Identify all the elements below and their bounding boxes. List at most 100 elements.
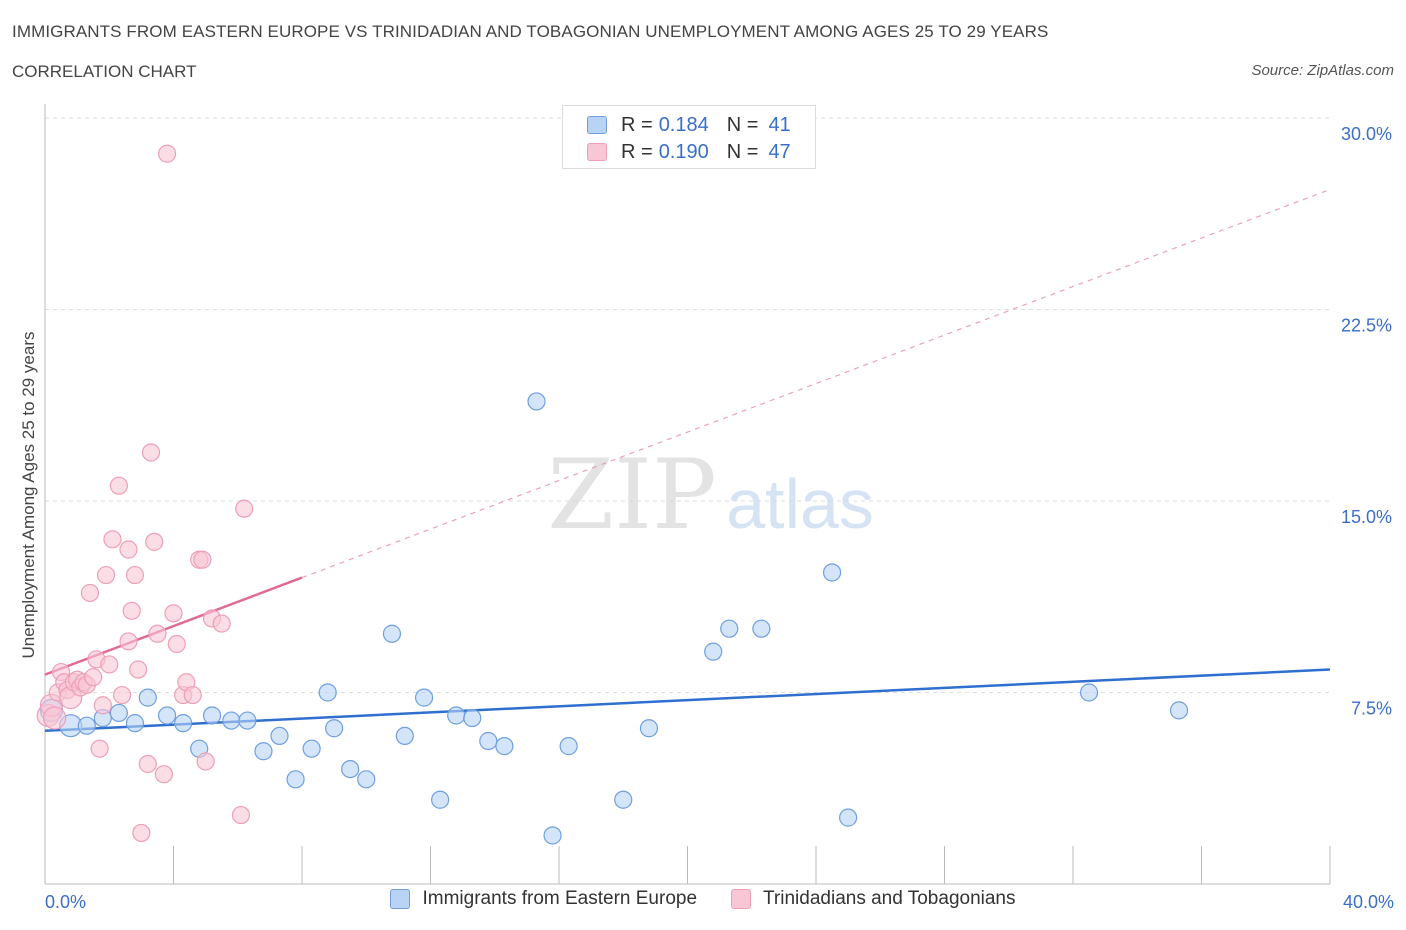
legend-label: Trinidadians and Tobagonians	[763, 888, 1016, 909]
data-points	[36, 144, 1189, 845]
point-trinidadian	[109, 476, 128, 495]
legend-item-eastern-europe: Immigrants from Eastern Europe	[390, 888, 697, 910]
point-trinidadian	[100, 655, 119, 674]
x-tick-label: 0.0%	[45, 892, 86, 912]
point-trinidadian	[148, 624, 167, 643]
point-trinidadian	[167, 634, 186, 654]
trend-line-eastern-europe	[44, 668, 1331, 733]
point-trinidadian	[119, 632, 138, 651]
point-trinidadian	[129, 660, 148, 679]
y-axis-label: Unemployment Among Ages 25 to 29 years	[19, 332, 38, 659]
chart-subtitle: CORRELATION CHART	[12, 62, 197, 81]
point-eastern-europe	[77, 716, 96, 735]
point-trinidadian	[132, 823, 151, 843]
point-eastern-europe	[382, 624, 402, 643]
point-eastern-europe	[357, 770, 376, 789]
point-eastern-europe	[1169, 701, 1189, 720]
point-trinidadian	[125, 565, 145, 585]
point-trinidadian	[93, 696, 112, 715]
point-eastern-europe	[138, 688, 157, 707]
point-eastern-europe	[1079, 683, 1099, 702]
point-trinidadian	[145, 532, 164, 551]
point-trinidadian	[235, 499, 254, 518]
point-trinidadian	[103, 530, 122, 549]
watermark-atlas: atlas	[726, 465, 874, 543]
legend-n-value: 41	[768, 113, 791, 136]
point-trinidadian	[164, 604, 183, 623]
legend-swatch-blue	[390, 889, 411, 909]
point-eastern-europe	[639, 719, 659, 738]
point-trinidadian	[112, 685, 132, 705]
legend-label: Immigrants from Eastern Europe	[422, 888, 698, 909]
point-eastern-europe	[431, 790, 450, 809]
axes	[44, 104, 1331, 885]
legend-r-label: R =	[621, 113, 653, 136]
point-eastern-europe	[325, 719, 344, 738]
point-eastern-europe	[463, 708, 482, 728]
point-trinidadian	[80, 583, 100, 603]
stats-legend: R = 0.184 N = 41 R = 0.190 N = 47	[562, 105, 816, 169]
point-trinidadian	[138, 754, 157, 774]
point-eastern-europe	[174, 714, 193, 733]
point-eastern-europe	[318, 683, 337, 702]
legend-n-value: 47	[768, 140, 791, 163]
point-trinidadian	[154, 765, 173, 784]
point-trinidadian	[157, 144, 177, 163]
point-trinidadian	[212, 614, 231, 633]
watermark-zip: ZIP	[547, 439, 716, 551]
x-tick-label: 40.0%	[1343, 892, 1394, 912]
source-credit: Source: ZipAtlas.com	[1251, 62, 1394, 79]
point-eastern-europe	[222, 711, 241, 730]
point-eastern-europe	[286, 770, 305, 789]
point-trinidadian	[122, 601, 141, 620]
point-eastern-europe	[157, 706, 177, 725]
point-eastern-europe	[752, 619, 771, 638]
point-eastern-europe	[559, 737, 578, 756]
point-eastern-europe	[270, 726, 289, 746]
legend-swatch-pink	[731, 889, 752, 909]
point-trinidadian	[43, 706, 67, 730]
trend-extension-trinidadian	[301, 188, 1331, 579]
point-trinidadian	[196, 752, 215, 771]
point-eastern-europe	[704, 642, 723, 661]
point-eastern-europe	[543, 826, 562, 845]
point-eastern-europe	[479, 731, 498, 751]
point-trinidadian	[183, 685, 202, 705]
point-trinidadian	[193, 550, 212, 569]
point-trinidadian	[90, 739, 109, 758]
point-eastern-europe	[302, 739, 321, 758]
legend-r-value: 0.190	[658, 140, 709, 163]
watermark: ZIP atlas	[547, 439, 874, 551]
point-eastern-europe	[395, 726, 414, 746]
point-eastern-europe	[202, 706, 222, 725]
point-eastern-europe	[254, 742, 273, 761]
point-eastern-europe	[414, 688, 434, 707]
legend-row-trinidadian: R = 0.190 N = 47	[587, 139, 791, 165]
point-eastern-europe	[822, 563, 842, 582]
legend-item-trinidadian: Trinidadians and Tobagonians	[731, 888, 1016, 910]
legend-swatch-blue	[587, 116, 607, 134]
point-trinidadian	[96, 565, 116, 585]
y-tick-label: 22.5%	[1341, 316, 1392, 336]
point-eastern-europe	[614, 790, 633, 809]
y-tick-label: 7.5%	[1351, 699, 1392, 719]
chart-title: IMMIGRANTS FROM EASTERN EUROPE VS TRINID…	[12, 22, 1049, 41]
legend-r-label: R =	[621, 140, 653, 163]
point-eastern-europe	[495, 737, 514, 756]
point-eastern-europe	[527, 392, 546, 411]
point-eastern-europe	[238, 711, 257, 730]
point-eastern-europe	[125, 714, 145, 733]
point-trinidadian	[231, 805, 251, 825]
legend-n-label: N =	[726, 140, 759, 163]
point-eastern-europe	[447, 706, 466, 725]
series-legend: Immigrants from Eastern Europe Trinidadi…	[0, 888, 1406, 910]
legend-n-label: N =	[726, 113, 759, 136]
point-eastern-europe	[720, 619, 739, 638]
grid-lines	[45, 117, 1330, 693]
point-trinidadian	[84, 668, 103, 687]
legend-r-value: 0.184	[658, 113, 709, 136]
y-tick-label: 30.0%	[1341, 124, 1392, 144]
point-eastern-europe	[341, 759, 360, 779]
legend-row-eastern-europe: R = 0.184 N = 41	[587, 112, 791, 138]
